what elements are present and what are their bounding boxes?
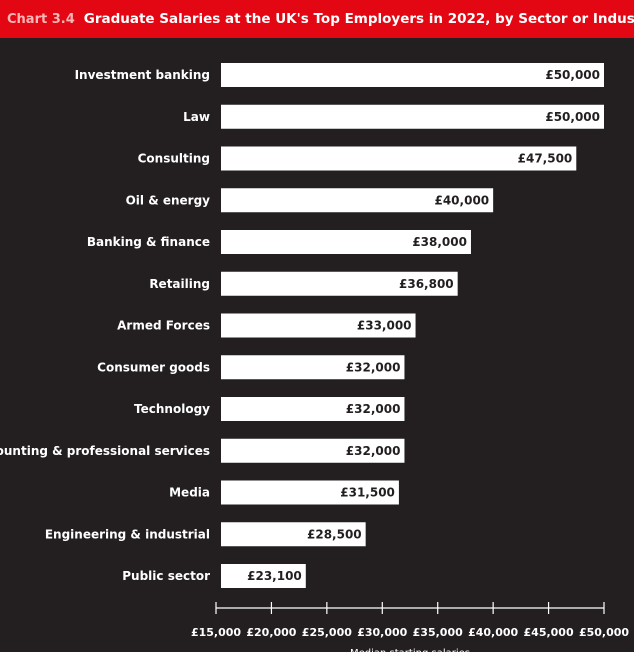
category-label: Consumer goods — [97, 360, 210, 374]
data-label: £38,000 — [412, 235, 467, 249]
x-tick-label: £25,000 — [302, 626, 352, 639]
data-label: £32,000 — [346, 444, 401, 458]
data-label: £28,500 — [307, 527, 362, 541]
category-label: Public sector — [122, 569, 210, 583]
x-axis-title: Median starting salaries — [350, 648, 470, 652]
data-label: £40,000 — [434, 193, 489, 207]
data-label: £33,000 — [357, 319, 412, 333]
x-tick-label: £30,000 — [357, 626, 407, 639]
category-label: Accounting & professional services — [0, 444, 210, 458]
data-label: £32,000 — [346, 360, 401, 374]
data-label: £23,100 — [247, 569, 302, 583]
category-label: Engineering & industrial — [45, 527, 210, 541]
category-label: Retailing — [149, 277, 210, 291]
x-tick-label: £35,000 — [413, 626, 463, 639]
chart-title: Graduate Salaries at the UK's Top Employ… — [84, 11, 634, 27]
bar-chart: Investment banking £50,000 Law £50,000 Consu… — [0, 38, 634, 652]
x-tick-label: £50,000 — [579, 626, 629, 639]
x-tick-label: £40,000 — [468, 626, 518, 639]
data-label: £47,500 — [518, 152, 573, 166]
category-label: Consulting — [138, 152, 210, 166]
category-label: Media — [169, 486, 210, 500]
category-label: Oil & energy — [126, 193, 211, 207]
x-tick-label: £15,000 — [191, 626, 241, 639]
category-label: Banking & finance — [87, 235, 210, 249]
chart-number: Chart 3.4 — [7, 12, 75, 27]
data-label: £32,000 — [346, 402, 401, 416]
category-label: Law — [183, 110, 210, 124]
x-tick-label: £20,000 — [246, 626, 296, 639]
data-label: £36,800 — [399, 277, 454, 291]
data-label: £50,000 — [545, 68, 600, 82]
title-bar: Chart 3.4 Graduate Salaries at the UK's … — [0, 0, 634, 38]
category-label: Investment banking — [75, 68, 210, 82]
category-label: Technology — [134, 402, 210, 416]
data-label: £31,500 — [340, 486, 395, 500]
x-tick-label: £45,000 — [524, 626, 574, 639]
data-label: £50,000 — [545, 110, 600, 124]
category-label: Armed Forces — [117, 319, 210, 333]
